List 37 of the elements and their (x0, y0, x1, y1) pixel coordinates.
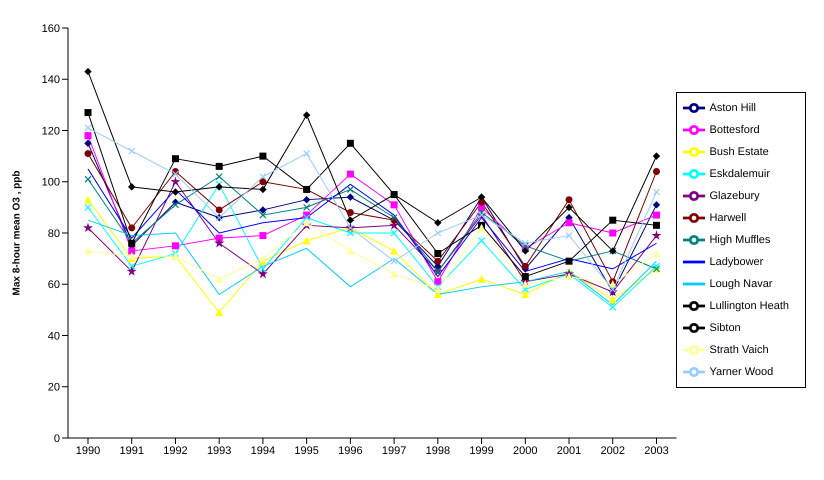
legend-label: Strath Vaich (709, 344, 769, 356)
x-tick-label: 1992 (163, 444, 188, 457)
y-tick-label: 100 (42, 176, 60, 189)
x-tick-label: 1991 (119, 444, 144, 457)
legend-label: Lough Navar (709, 278, 772, 290)
legend-label: Glazebury (709, 190, 760, 202)
y-tick-label: 60 (48, 279, 60, 292)
x-tick-label: 1990 (76, 444, 100, 457)
legend-label: High Muffles (709, 234, 770, 246)
y-tick-label: 160 (42, 22, 60, 35)
legend-label: Harwell (709, 212, 746, 224)
legend-label: Bottesford (709, 124, 760, 136)
y-tick-label: 20 (48, 382, 60, 394)
legend-label: Eskdalemuir (709, 168, 770, 180)
x-tick-label: 1996 (338, 444, 363, 457)
legend-label: Aston Hill (709, 102, 756, 114)
y-tick-label: 40 (48, 330, 60, 342)
x-tick-label: 1999 (469, 444, 494, 457)
x-tick-label: 1993 (206, 444, 232, 457)
x-tick-label: 1998 (426, 444, 450, 457)
legend-label: Lullington Heath (709, 300, 789, 312)
x-tick-label: 1994 (250, 444, 276, 457)
x-tick-label: 2003 (644, 444, 669, 457)
x-tick-label: 2002 (600, 444, 625, 457)
y-tick-label: 80 (48, 228, 60, 240)
y-axis-title: Max 8-hour mean O3 , ppb (12, 170, 23, 296)
x-tick-label: 2001 (556, 444, 582, 457)
legend-label: Ladybower (709, 256, 764, 268)
x-tick-label: 2000 (513, 444, 538, 457)
y-tick-label: 140 (42, 74, 60, 86)
x-tick-label: 1997 (382, 444, 406, 457)
legend-label: Sibton (709, 322, 741, 334)
legend-label: Bush Estate (709, 146, 769, 158)
y-tick-label: 120 (42, 125, 60, 138)
y-tick-label: 0 (54, 432, 60, 445)
x-tick-label: 1995 (294, 444, 319, 457)
legend-label: Yarner Wood (709, 366, 774, 378)
